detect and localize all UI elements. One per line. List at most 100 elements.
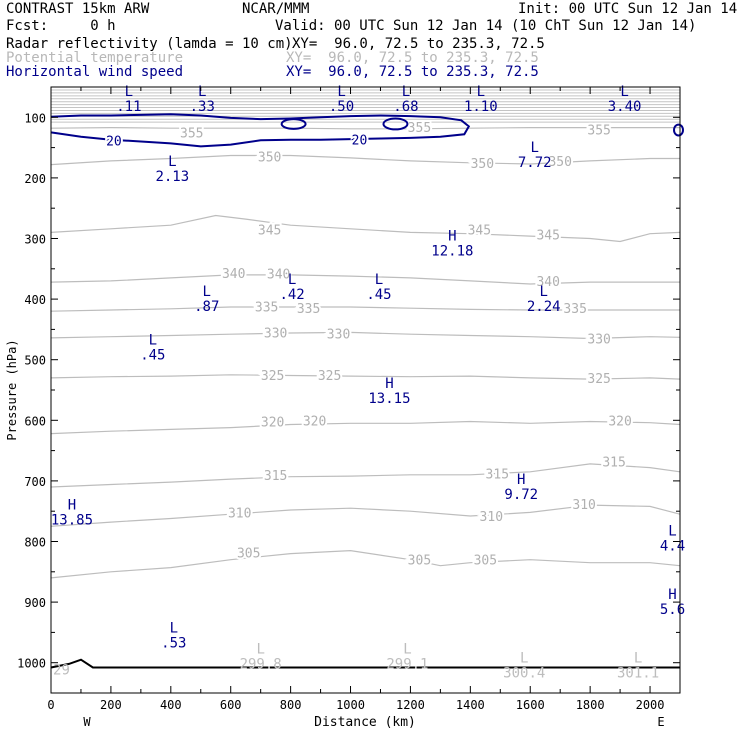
wind-extremum-value: .11 (116, 99, 141, 115)
wind-extremum-value: .42 (279, 287, 304, 303)
wind-closed-contour (673, 123, 684, 137)
theta-contour-label: 335 (255, 300, 278, 315)
y-tick-label: 800 (24, 536, 46, 550)
wind-extremum-value: .53 (161, 635, 186, 651)
x-left-endpoint: W (83, 715, 91, 729)
theta-contour-label: 335 (563, 302, 586, 317)
y-tick-label: 900 (24, 596, 46, 610)
wind-extremum-symbol: L (539, 284, 547, 300)
wind-extremum-value: 5.6 (660, 602, 685, 618)
theta-contour-label: 340 (267, 268, 290, 283)
x-tick-label: 1400 (456, 698, 485, 712)
wind-extremum-value: .87 (194, 299, 219, 315)
theta-extremum-symbol: L (403, 642, 411, 658)
theta-contour-label: 320 (608, 414, 631, 429)
theta-contours: 305 305 305 310 310 310 315 315 315 320 320 320 325 3… (50, 89, 681, 579)
theta-contour-label: 305 (474, 554, 497, 569)
theta-extremum-value: 301.1 (617, 666, 659, 682)
x-tick-label: 2000 (636, 698, 665, 712)
theta-contour-label: 315 (602, 456, 625, 471)
wind-extremum-value: 13.15 (368, 391, 410, 407)
theta-contour-label: 310 (572, 498, 595, 513)
wind-extremum-value: .45 (366, 287, 391, 303)
wind-extremum-value: 12.18 (431, 243, 473, 259)
wind-contour-label: 20 (352, 134, 368, 149)
wind-extremum-symbol: L (168, 154, 176, 170)
theta-contour-320 (50, 420, 681, 435)
wind-extremum-value: 1.10 (464, 99, 498, 115)
y-tick-label: 300 (24, 233, 46, 247)
wind-extremum-symbol: L (337, 84, 345, 100)
wind-closed-contour (382, 117, 409, 131)
theta-contour-label: 325 (318, 369, 341, 384)
theta-contour-340 (50, 274, 680, 285)
theta-extremum-value: 300.4 (503, 666, 545, 682)
theta-contour-325 (50, 374, 681, 380)
wind-extremum-value: .68 (393, 99, 418, 115)
init-time: Init: 00 UTC Sun 12 Jan 14 (518, 1, 738, 17)
theta-contour-label: 350 (471, 157, 494, 172)
theta-contour-label: 315 (264, 469, 287, 484)
wind-extremum-symbol: L (402, 84, 410, 100)
wind-extremum-symbol: H (668, 587, 676, 603)
field-theta-xy: XY= 96.0, 72.5 to 235.3, 72.5 (286, 50, 539, 66)
theta-contour-label: 355 (587, 123, 610, 138)
x-tick-label: 0 (47, 698, 54, 712)
valid-time: Valid: 00 UTC Sun 12 Jan 14 (10 ChT Sun … (275, 18, 697, 34)
field-reflectivity-xy: XY= 96.0, 72.5 to 235.3, 72.5 (292, 36, 545, 52)
field-wind-xy: XY= 96.0, 72.5 to 235.3, 72.5 (286, 64, 539, 80)
theta-contour-350 (50, 154, 680, 166)
wind-contour-label: 20 (106, 134, 122, 149)
x-tick-label: 1000 (336, 698, 365, 712)
theta-contour-label: 320 (303, 414, 326, 429)
theta-contour-label: 330 (264, 326, 287, 341)
wind-extremum-symbol: L (198, 84, 206, 100)
wind-extremum-symbol: L (668, 523, 676, 539)
theta-contour-label: 310 (228, 506, 251, 521)
theta-contour-label: 355 (180, 126, 203, 141)
y-tick-label: 100 (24, 111, 46, 125)
wind-extremum-value: .45 (140, 348, 165, 364)
wind-extremum-value: 7.72 (518, 155, 552, 171)
forecast-hour: Fcst: 0 h (6, 18, 116, 34)
theta-contour-label: 345 (468, 223, 491, 238)
y-tick-label: 200 (24, 172, 46, 186)
y-tick-label: 400 (24, 293, 46, 307)
theta-contour-label: 340 (222, 267, 245, 282)
theta-contour-label: 355 (408, 121, 431, 136)
wind-extremum-symbol: L (203, 284, 211, 300)
wind-closed-contour (280, 118, 307, 130)
wind-contours: 20 20 (50, 113, 684, 151)
model-title: CONTRAST 15km ARW (6, 1, 150, 17)
wind-extremum-symbol: L (477, 84, 485, 100)
x-tick-label: 200 (100, 698, 122, 712)
theta-contour-label: 350 (258, 151, 281, 166)
theta-extremum-symbol: L (256, 642, 264, 658)
theta-contour-label: 340 (536, 275, 559, 290)
wind-extremum-symbol: H (448, 228, 456, 244)
theta-contour-label: 345 (536, 228, 559, 243)
x-tick-label: 600 (220, 698, 242, 712)
field-theta-name: Potential temperature (6, 50, 184, 66)
wind-extremum-symbol: L (125, 84, 133, 100)
y-axis-label: Pressure (hPa) (5, 339, 19, 440)
theta-contour-label: 350 (548, 155, 571, 170)
wind-extremum-value: 4.4 (660, 538, 685, 554)
theta-contour-label: 325 (261, 369, 284, 384)
wind-extremum-value: 13.85 (51, 512, 93, 528)
plot-frame (50, 86, 681, 694)
theta-contour-label: 325 (587, 372, 610, 387)
theta-contour-335 (50, 306, 680, 312)
wind-contour-20 (50, 113, 471, 148)
theta-contour-330 (50, 331, 681, 340)
wind-extremum-value: .50 (329, 99, 354, 115)
theta-contour-label: 310 (480, 510, 503, 525)
theta-contour-345 (50, 214, 681, 243)
x-tick-label: 400 (160, 698, 182, 712)
axes: 0 200 400 600 800 1000 1200 1400 1600 1800 2000 100… (17, 87, 681, 712)
theta-contour-label: 305 (408, 554, 431, 569)
wind-extremum-value: .33 (190, 99, 215, 115)
theta-extremum-value: 29 (53, 663, 70, 679)
theta-contour-305 (50, 549, 681, 579)
